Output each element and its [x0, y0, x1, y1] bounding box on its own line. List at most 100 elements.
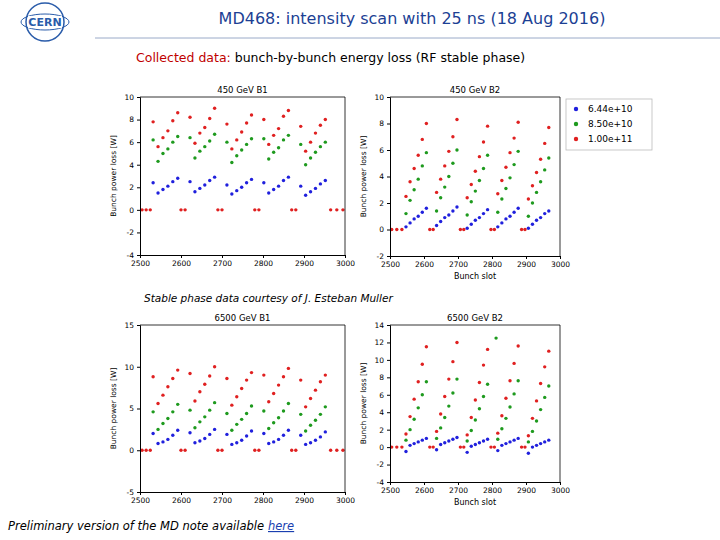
point	[262, 118, 265, 121]
point	[166, 184, 169, 187]
y-tick-label: -4	[377, 478, 385, 487]
point	[299, 125, 302, 128]
point	[447, 404, 450, 407]
point	[262, 432, 265, 435]
x-tick-label: 3000	[336, 259, 355, 268]
x-tick-mark	[263, 492, 264, 495]
point	[508, 405, 511, 408]
point	[282, 409, 285, 412]
point	[309, 156, 312, 159]
y-tick-label: 14	[374, 321, 384, 330]
point	[543, 212, 546, 215]
y-tick: 10	[374, 356, 390, 365]
point	[478, 179, 481, 182]
y-tick-mark	[137, 97, 140, 98]
point	[531, 201, 534, 204]
point	[547, 209, 550, 212]
point	[421, 363, 424, 366]
point	[455, 377, 458, 380]
legend-label: 6.44e+10	[588, 104, 633, 114]
point	[435, 224, 438, 227]
point	[421, 164, 424, 167]
y-tick-label: 10	[374, 356, 384, 365]
point	[400, 228, 403, 231]
x-tick-label: 2800	[254, 259, 273, 268]
point	[520, 445, 523, 448]
y-tick-label: 12	[374, 338, 384, 347]
point	[314, 187, 317, 190]
y-tick-label: 0	[129, 446, 134, 455]
point	[183, 208, 186, 211]
y-tick: -4	[127, 251, 140, 260]
point	[516, 120, 519, 123]
x-tick: 2900	[295, 492, 314, 505]
point	[504, 217, 507, 220]
y-tick-mark	[137, 232, 140, 233]
point	[527, 440, 530, 443]
y-tick-label: -4	[127, 251, 135, 260]
chart-title: 450 GeV B2	[450, 85, 501, 95]
x-tick-mark	[492, 256, 493, 259]
footer-link[interactable]: here	[268, 519, 294, 533]
x-tick-mark	[458, 256, 459, 259]
point	[478, 216, 481, 219]
point	[198, 420, 201, 423]
frame-right	[560, 97, 561, 256]
point	[287, 402, 290, 405]
point	[282, 375, 285, 378]
point	[240, 186, 243, 189]
x-tick: 2600	[172, 492, 191, 505]
y-tick: -4	[377, 478, 390, 487]
y-tick: 2	[379, 199, 390, 208]
point	[203, 415, 206, 418]
point	[188, 372, 191, 375]
series	[404, 436, 550, 455]
point	[225, 122, 228, 125]
point	[161, 422, 164, 425]
point	[539, 216, 542, 219]
point	[470, 183, 473, 186]
series	[140, 107, 344, 212]
y-tick-label: 6	[379, 146, 384, 155]
y-tick-label: 8	[379, 373, 384, 382]
point	[250, 113, 253, 116]
point	[341, 449, 344, 452]
point	[179, 449, 182, 452]
point	[543, 396, 546, 399]
y-tick: 6	[129, 138, 140, 147]
point	[478, 381, 481, 384]
x-axis: 250026002700280029003000	[381, 256, 570, 269]
y-tick-mark	[387, 124, 390, 125]
point	[543, 168, 546, 171]
point	[198, 390, 201, 393]
point	[309, 190, 312, 193]
point	[451, 162, 454, 165]
logo-orbit	[21, 14, 69, 30]
x-axis-line	[391, 257, 561, 260]
point	[250, 404, 253, 407]
point	[176, 177, 179, 180]
x-tick-mark	[492, 482, 493, 485]
point	[245, 181, 248, 184]
point	[547, 349, 550, 352]
legend-marker	[574, 137, 578, 141]
point	[500, 414, 503, 417]
y-tick-label: -5	[127, 488, 135, 497]
x-tick-label: 2500	[131, 496, 150, 505]
point	[319, 413, 322, 416]
point	[447, 175, 450, 178]
point	[198, 187, 201, 190]
point	[516, 437, 519, 440]
point	[287, 429, 290, 432]
y-tick-mark	[137, 210, 140, 211]
point	[486, 154, 489, 157]
point	[539, 158, 542, 161]
series	[151, 133, 327, 167]
point	[547, 438, 550, 441]
point	[435, 191, 438, 194]
point	[535, 444, 538, 447]
series	[404, 148, 550, 218]
legend-box	[566, 99, 652, 150]
x-axis: 250026002700280029003000	[381, 482, 570, 495]
point	[443, 164, 446, 167]
